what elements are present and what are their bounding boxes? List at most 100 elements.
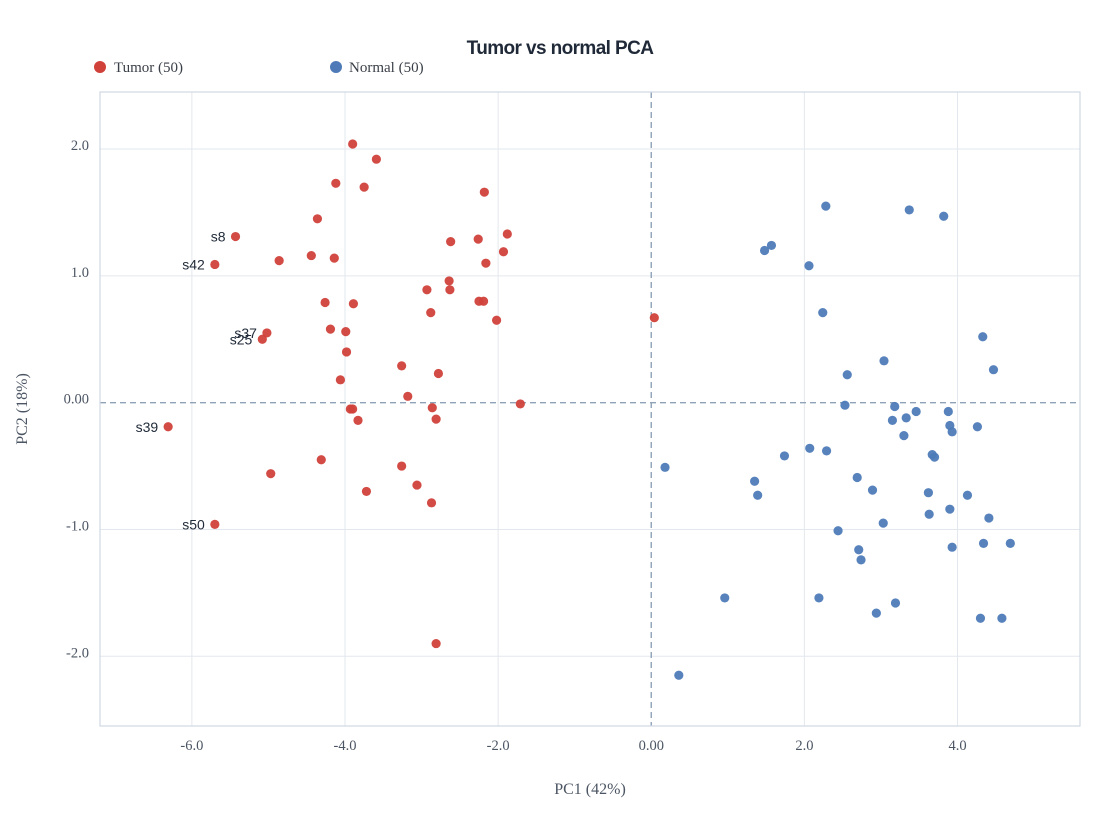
- normal-point[interactable]: [856, 555, 866, 565]
- tumor-point[interactable]: [341, 347, 352, 357]
- tumor-point[interactable]: [316, 455, 326, 465]
- tumor-point[interactable]: [649, 313, 659, 323]
- tumor-point[interactable]: [335, 375, 346, 385]
- tumor-point[interactable]: [348, 139, 358, 149]
- tumor-point[interactable]: [473, 234, 483, 244]
- normal-point[interactable]: [674, 670, 684, 680]
- normal-point[interactable]: [840, 400, 850, 410]
- normal-point[interactable]: [878, 518, 888, 528]
- tumor-point[interactable]: [479, 187, 489, 197]
- tumor-point[interactable]: [353, 415, 363, 426]
- tumor-point[interactable]: [320, 297, 330, 308]
- normal-point[interactable]: [899, 431, 909, 441]
- tumor-point[interactable]: [426, 308, 436, 318]
- tumor-point[interactable]: [274, 256, 284, 266]
- normal-point[interactable]: [766, 240, 777, 251]
- normal-point[interactable]: [871, 608, 881, 618]
- tumor-point[interactable]: [431, 414, 441, 424]
- tumor-point[interactable]: [312, 214, 323, 224]
- tumor-point[interactable]: [361, 486, 372, 497]
- normal-point[interactable]: [890, 598, 901, 608]
- normal-point[interactable]: [943, 406, 953, 417]
- tumor-point[interactable]: [502, 229, 512, 239]
- normal-point[interactable]: [975, 613, 986, 623]
- tumor-point[interactable]: [498, 247, 509, 257]
- normal-point[interactable]: [814, 593, 824, 603]
- tumor-point[interactable]: [163, 422, 173, 432]
- normal-point[interactable]: [804, 261, 814, 271]
- tumor-point[interactable]: [433, 368, 444, 379]
- tumor-point[interactable]: [427, 403, 437, 413]
- normal-point[interactable]: [821, 446, 832, 456]
- normal-point[interactable]: [890, 401, 900, 412]
- normal-point[interactable]: [779, 451, 790, 461]
- normal-point[interactable]: [945, 504, 955, 514]
- tumor-point[interactable]: [257, 334, 267, 344]
- tumor-point[interactable]: [445, 285, 455, 295]
- normal-point[interactable]: [821, 201, 831, 211]
- tumor-point[interactable]: [397, 361, 407, 371]
- tumor-point[interactable]: [412, 480, 422, 490]
- tumor-point[interactable]: [210, 519, 220, 529]
- x-axis-title: PC1 (42%): [554, 781, 626, 798]
- tumor-point[interactable]: [325, 324, 336, 334]
- tumor-point[interactable]: [491, 315, 502, 325]
- point-label: s8: [211, 229, 226, 245]
- normal-point[interactable]: [997, 613, 1007, 623]
- normal-point[interactable]: [947, 542, 957, 552]
- tumor-point[interactable]: [446, 237, 456, 247]
- tumor-point[interactable]: [371, 154, 381, 164]
- tumor-point[interactable]: [515, 399, 525, 409]
- normal-point[interactable]: [924, 509, 934, 519]
- normal-point[interactable]: [867, 485, 878, 495]
- normal-point[interactable]: [753, 490, 763, 500]
- tumor-point[interactable]: [478, 296, 489, 306]
- normal-point[interactable]: [660, 462, 670, 472]
- tumor-point[interactable]: [331, 178, 341, 188]
- legend-item-tumor[interactable]: Tumor (50): [94, 60, 183, 76]
- tumor-point[interactable]: [481, 258, 491, 268]
- tumor-point[interactable]: [422, 285, 432, 295]
- tumor-point[interactable]: [341, 327, 351, 337]
- normal-point[interactable]: [929, 452, 940, 462]
- tumor-point[interactable]: [397, 461, 407, 471]
- normal-point[interactable]: [962, 490, 973, 500]
- normal-point[interactable]: [887, 415, 898, 426]
- tumor-point[interactable]: [426, 498, 437, 508]
- normal-point[interactable]: [988, 365, 999, 375]
- tumor-point[interactable]: [210, 259, 220, 270]
- normal-point[interactable]: [852, 472, 862, 483]
- normal-point[interactable]: [805, 443, 815, 453]
- normal-point[interactable]: [978, 332, 988, 342]
- tumor-point[interactable]: [431, 638, 441, 649]
- normal-point[interactable]: [1005, 538, 1015, 549]
- normal-point[interactable]: [750, 476, 760, 486]
- tumor-point[interactable]: [329, 253, 339, 263]
- normal-point[interactable]: [939, 211, 949, 221]
- tumor-point[interactable]: [306, 250, 316, 261]
- tumor-point[interactable]: [348, 299, 359, 309]
- normal-point[interactable]: [842, 370, 852, 380]
- normal-point[interactable]: [923, 488, 934, 498]
- normal-point[interactable]: [947, 427, 957, 437]
- normal-point[interactable]: [818, 308, 828, 318]
- normal-point[interactable]: [911, 406, 921, 417]
- legend-item-normal[interactable]: Normal (50): [330, 60, 424, 76]
- tumor-point[interactable]: [348, 404, 358, 414]
- normal-point[interactable]: [984, 513, 994, 523]
- normal-point[interactable]: [978, 538, 989, 549]
- tumor-point[interactable]: [266, 469, 276, 479]
- normal-point[interactable]: [854, 545, 864, 555]
- tumor-point[interactable]: [262, 328, 272, 338]
- tumor-point[interactable]: [230, 231, 241, 242]
- tumor-point[interactable]: [444, 276, 454, 286]
- normal-point[interactable]: [720, 593, 730, 603]
- normal-point[interactable]: [901, 413, 911, 423]
- tumor-point[interactable]: [359, 182, 369, 192]
- normal-point[interactable]: [833, 526, 843, 536]
- normal-point[interactable]: [759, 245, 770, 256]
- tumor-point[interactable]: [403, 391, 413, 401]
- normal-point[interactable]: [904, 205, 914, 215]
- normal-point[interactable]: [972, 422, 983, 432]
- normal-point[interactable]: [879, 356, 889, 366]
